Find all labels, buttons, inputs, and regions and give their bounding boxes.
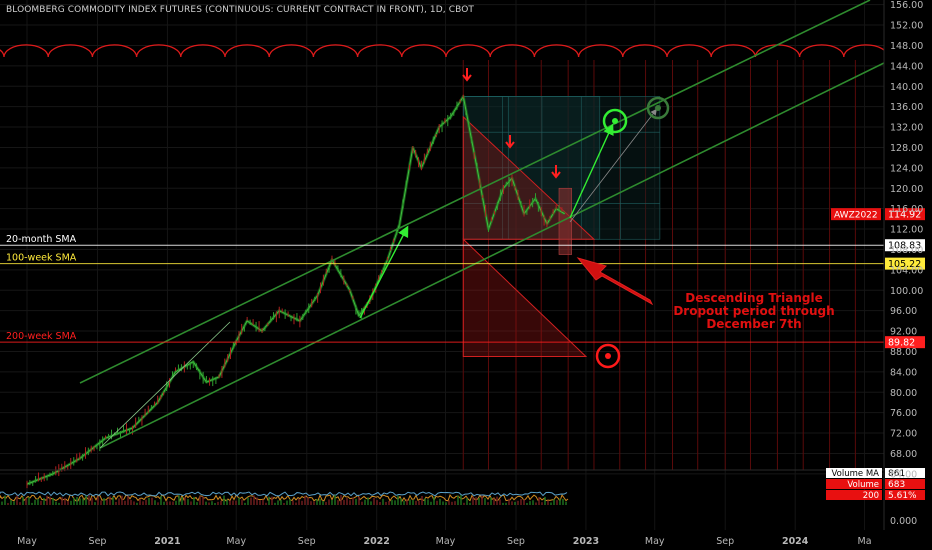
price-label: 108.83 [888, 241, 921, 252]
y-tick-label: 136.00 [890, 102, 923, 113]
y-tick-label: 88.00 [890, 347, 917, 358]
sma-lines: 20-month SMA 108.83 100-week SMA 105.22 200-… [0, 208, 925, 349]
target-dot [612, 118, 618, 124]
y-tick-label: 144.00 [890, 61, 923, 72]
annotation-text: Dropout period through [673, 304, 834, 318]
price-label: 105.22 [888, 259, 921, 270]
price-label: 89.82 [888, 338, 915, 349]
volume-value: 861 [888, 469, 905, 479]
volume-value: 683 [888, 480, 905, 490]
y-tick-label: 80.00 [890, 388, 917, 399]
y-tick-label: 72.00 [890, 429, 917, 440]
symbol-label: AWZ2022 [834, 211, 878, 221]
target-arrow-2 [569, 108, 657, 223]
projection-triangle [462, 238, 588, 358]
price-series [26, 94, 566, 489]
y-tick-label: 156.00 [890, 0, 923, 11]
volume-axis-label: 0.000 [890, 516, 917, 527]
price-label-bg [885, 336, 925, 349]
current-price-label: 114.92 [888, 210, 921, 221]
sma-label: 20-month SMA [6, 234, 77, 245]
volume-legend-bg [826, 479, 882, 489]
volume-legend-name: Volume [847, 480, 879, 490]
x-tick-label: May [17, 536, 37, 547]
y-tick-label: 76.00 [890, 408, 917, 419]
x-tick-label: 2022 [363, 536, 389, 547]
x-tick-label: Ma [858, 536, 872, 547]
horizontal-gridlines [0, 4, 884, 475]
x-tick-label: May [226, 536, 246, 547]
chart-title: BLOOMBERG COMMODITY INDEX FUTURES (CONTI… [6, 5, 474, 15]
y-tick-label: 100.00 [890, 286, 923, 297]
x-tick-label: Sep [89, 536, 107, 547]
y-axis: 64.00 68.00 72.00 76.00 80.00 84.00 88.00 92.00… [883, 0, 923, 530]
peak-arrow [462, 68, 472, 82]
x-tick-label: Sep [298, 536, 316, 547]
y-tick-label: 116.00 [890, 204, 923, 215]
trend-arrow [359, 225, 409, 319]
y-tick-label: 92.00 [890, 327, 917, 338]
annotation-arrow [576, 257, 654, 306]
target-arrow [569, 123, 614, 219]
volume-legend-name: 200 [863, 491, 879, 501]
x-tick-label: 2024 [782, 536, 809, 547]
symbol-label-bg [831, 208, 881, 221]
x-tick-label: 2021 [154, 536, 180, 547]
channel-upper [79, 0, 871, 384]
target-circle [602, 108, 628, 134]
x-tick-label: May [645, 536, 665, 547]
volume-pane: Volume MA 861 Volume 683 200 5.61% 0.000 [0, 468, 925, 527]
y-tick-label: 84.00 [890, 367, 917, 378]
y-tick-label: 108.00 [890, 245, 923, 256]
x-tick-label: 2023 [573, 536, 599, 547]
y-tick-label: 148.00 [890, 41, 923, 52]
sma-label: 200-week SMA [6, 331, 77, 342]
current-price-bg [885, 208, 925, 221]
volume-line [0, 493, 569, 503]
target-dot-2 [655, 105, 661, 111]
downside-circle [595, 343, 621, 369]
annotation-text: Descending Triangle [685, 291, 822, 305]
y-tick-label: 120.00 [890, 184, 923, 195]
dropout-box [558, 187, 572, 255]
x-tick-label: Sep [716, 536, 734, 547]
y-tick-label: 68.00 [890, 449, 917, 460]
drawings-front [79, 0, 884, 449]
peak-arrow [551, 165, 561, 179]
y-tick-label: 124.00 [890, 163, 923, 174]
vertical-gridlines [26, 0, 866, 530]
volume-value: 5.61% [888, 491, 917, 501]
price-label-bg [885, 239, 925, 252]
price-label-bg [885, 257, 925, 270]
peak-arrow [505, 135, 515, 149]
y-tick-label: 152.00 [890, 21, 923, 32]
cycle-arcs [0, 44, 884, 58]
volume-legend-bg [826, 468, 882, 478]
volume-ma-line [0, 491, 568, 497]
channel-lower [99, 62, 884, 449]
y-tick-label: 96.00 [890, 306, 917, 317]
volume-legend-bg [826, 490, 882, 500]
target-circle-2 [646, 96, 670, 120]
sma-label: 100-week SMA [6, 253, 77, 264]
volume-value-bg [885, 490, 925, 500]
annotation-text: December 7th [706, 317, 801, 331]
drawings-back [0, 44, 884, 470]
downside-dot [605, 353, 611, 359]
volume-legend-name: Volume MA [832, 469, 880, 479]
y-tick-label: 128.00 [890, 143, 923, 154]
y-tick-label: 112.00 [890, 225, 923, 236]
y-tick-label: 64.00 [890, 469, 917, 480]
x-tick-label: Sep [507, 536, 525, 547]
y-tick-label: 140.00 [890, 82, 923, 93]
x-axis: May Sep 2021 May Sep 2022 May Sep 2023 May Sep 2024… [17, 536, 871, 547]
trend-arrow [99, 321, 231, 449]
volume-value-bg [885, 479, 925, 489]
y-tick-label: 104.00 [890, 265, 923, 276]
x-tick-label: May [436, 536, 456, 547]
y-tick-label: 132.00 [890, 123, 923, 134]
volume-value-bg [885, 468, 925, 478]
